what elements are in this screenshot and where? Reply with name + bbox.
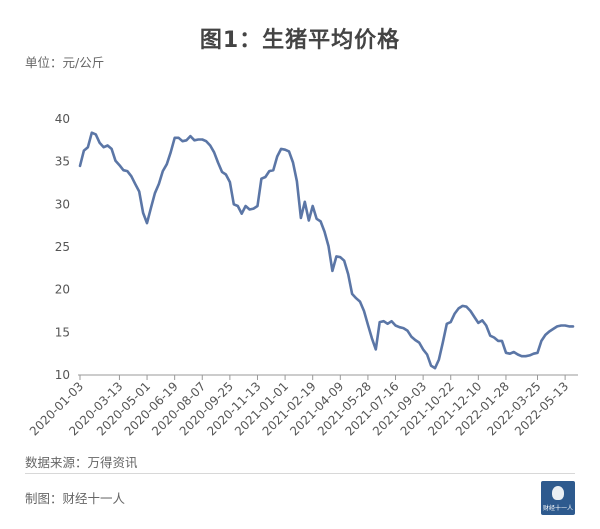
y-tick-label: 10 xyxy=(55,368,70,382)
chart-credit: 制图：财经十一人 xyxy=(25,491,126,506)
y-tick-label: 35 xyxy=(55,155,70,169)
line-chart: 10 15 20 25 30 35 40 2020-01-032020-03-132020-… xyxy=(27,112,578,438)
y-tick-label: 25 xyxy=(55,240,70,254)
y-tick-label: 30 xyxy=(55,197,70,211)
logo-text: 财经十一人 xyxy=(542,505,573,512)
chart-title: 图1：生猪平均价格 xyxy=(199,28,401,53)
logo-figure-icon xyxy=(552,486,564,500)
y-tick-label: 20 xyxy=(55,283,70,297)
price-line xyxy=(78,131,575,370)
y-tick-label: 15 xyxy=(55,325,70,339)
data-source: 数据来源：万得资讯 xyxy=(25,455,138,470)
x-axis-ticks: 2020-01-032020-03-132020-05-012020-06-19… xyxy=(27,375,571,438)
y-axis-ticks: 10 15 20 25 30 35 40 xyxy=(55,112,70,382)
y-tick-label: 40 xyxy=(55,112,70,126)
footer-divider xyxy=(25,473,575,474)
brand-logo: 财经十一人 xyxy=(541,481,575,515)
unit-label: 单位：元/公斤 xyxy=(25,55,105,70)
